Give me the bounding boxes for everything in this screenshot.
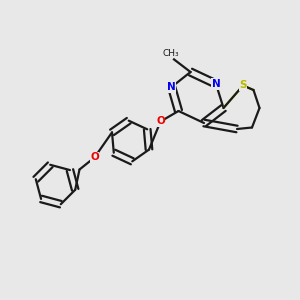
Text: CH₃: CH₃	[163, 49, 179, 58]
Text: O: O	[156, 116, 165, 127]
Text: N: N	[212, 79, 220, 89]
Text: N: N	[167, 82, 176, 92]
Text: O: O	[90, 152, 99, 163]
Text: S: S	[239, 80, 247, 91]
